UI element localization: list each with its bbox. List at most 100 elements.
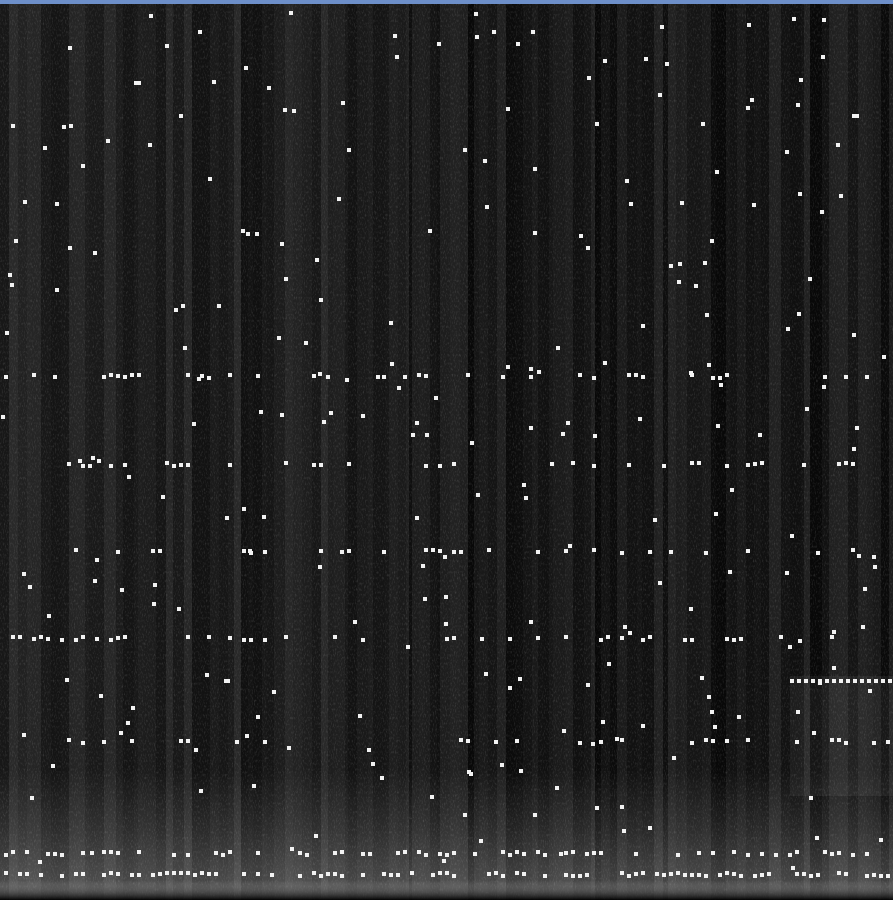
peak-dot bbox=[292, 109, 296, 113]
peak-dot bbox=[704, 874, 708, 878]
peak-dot bbox=[822, 385, 826, 389]
peak-dot bbox=[81, 164, 85, 168]
peak-dot bbox=[792, 17, 796, 21]
peak-dot bbox=[628, 631, 632, 635]
peak-dot bbox=[805, 407, 809, 411]
peak-dot bbox=[739, 637, 743, 641]
peak-dot bbox=[470, 441, 474, 445]
peak-dot bbox=[747, 23, 751, 27]
peak-dot bbox=[298, 874, 302, 878]
peak-dot bbox=[116, 550, 120, 554]
peak-dot bbox=[844, 741, 848, 745]
peak-dot bbox=[102, 375, 106, 379]
peak-dot bbox=[246, 232, 250, 236]
peak-dot bbox=[51, 764, 55, 768]
peak-dot bbox=[389, 321, 393, 325]
peak-dot bbox=[109, 373, 113, 377]
peak-dot bbox=[424, 374, 428, 378]
peak-dot bbox=[39, 873, 43, 877]
peak-dot bbox=[595, 806, 599, 810]
peak-dot bbox=[390, 362, 394, 366]
peak-dot bbox=[55, 202, 59, 206]
peak-dot bbox=[361, 873, 365, 877]
peak-dot bbox=[263, 638, 267, 642]
peak-dot bbox=[730, 488, 734, 492]
peak-dot bbox=[710, 710, 714, 714]
peak-dot bbox=[732, 638, 736, 642]
peak-dot bbox=[284, 277, 288, 281]
peak-dot bbox=[10, 283, 14, 287]
peak-dot bbox=[67, 462, 71, 466]
peak-dot bbox=[529, 375, 533, 379]
peak-dot bbox=[857, 554, 861, 558]
peak-dot bbox=[74, 638, 78, 642]
peak-dot bbox=[97, 459, 101, 463]
peak-dot bbox=[32, 637, 36, 641]
peak-dot bbox=[879, 838, 883, 842]
peak-dot bbox=[137, 850, 141, 854]
peak-dot bbox=[337, 197, 341, 201]
peak-dot bbox=[677, 280, 681, 284]
peak-dot bbox=[304, 341, 308, 345]
peak-dot bbox=[508, 686, 512, 690]
peak-dot bbox=[347, 549, 351, 553]
peak-dot bbox=[272, 690, 276, 694]
peak-dot bbox=[564, 635, 568, 639]
peak-dot bbox=[361, 638, 365, 642]
peak-dot bbox=[790, 679, 794, 683]
peak-dot bbox=[873, 565, 877, 569]
peak-dot bbox=[725, 739, 729, 743]
peak-dot bbox=[62, 125, 66, 129]
peak-dot bbox=[641, 638, 645, 642]
peak-dot bbox=[228, 373, 232, 377]
peak-dot bbox=[81, 464, 85, 468]
peak-dot bbox=[802, 872, 806, 876]
peak-dot bbox=[459, 550, 463, 554]
peak-dot bbox=[396, 851, 400, 855]
peak-dot bbox=[799, 78, 803, 82]
peak-dot bbox=[852, 114, 856, 118]
peak-dot bbox=[746, 549, 750, 553]
peak-dot bbox=[434, 396, 438, 400]
peak-dot bbox=[476, 493, 480, 497]
peak-dot bbox=[853, 679, 857, 683]
peak-dot bbox=[701, 122, 705, 126]
peak-dot bbox=[90, 851, 94, 855]
peak-dot bbox=[208, 177, 212, 181]
peak-dot bbox=[713, 725, 717, 729]
peak-dot bbox=[556, 346, 560, 350]
peak-dot bbox=[88, 464, 92, 468]
peak-dot bbox=[153, 583, 157, 587]
peak-dot bbox=[533, 167, 537, 171]
peak-dot bbox=[676, 871, 680, 875]
peak-dot bbox=[270, 873, 274, 877]
peak-dot bbox=[680, 201, 684, 205]
peak-dot bbox=[53, 852, 57, 856]
peak-dot bbox=[555, 786, 559, 790]
peak-dot bbox=[466, 373, 470, 377]
peak-dot bbox=[537, 370, 541, 374]
peak-dot bbox=[109, 464, 113, 468]
peak-dot bbox=[821, 55, 825, 59]
peak-dot bbox=[508, 853, 512, 857]
peak-dot bbox=[32, 373, 36, 377]
peak-dot bbox=[737, 715, 741, 719]
peak-dot bbox=[95, 558, 99, 562]
peak-dot bbox=[410, 871, 414, 875]
peak-dot bbox=[172, 871, 176, 875]
peak-dot bbox=[186, 739, 190, 743]
peak-dot bbox=[634, 872, 638, 876]
peak-dot bbox=[424, 853, 428, 857]
peak-dot bbox=[634, 852, 638, 856]
peak-dot bbox=[68, 246, 72, 250]
peak-dot bbox=[376, 375, 380, 379]
peak-dot bbox=[623, 625, 627, 629]
peak-dot bbox=[536, 850, 540, 854]
peak-dot bbox=[797, 679, 801, 683]
peak-dot bbox=[669, 872, 673, 876]
peak-dot bbox=[333, 872, 337, 876]
peak-dot bbox=[550, 462, 554, 466]
peak-dot bbox=[417, 850, 421, 854]
peak-dot bbox=[750, 98, 754, 102]
peak-dot bbox=[487, 872, 491, 876]
